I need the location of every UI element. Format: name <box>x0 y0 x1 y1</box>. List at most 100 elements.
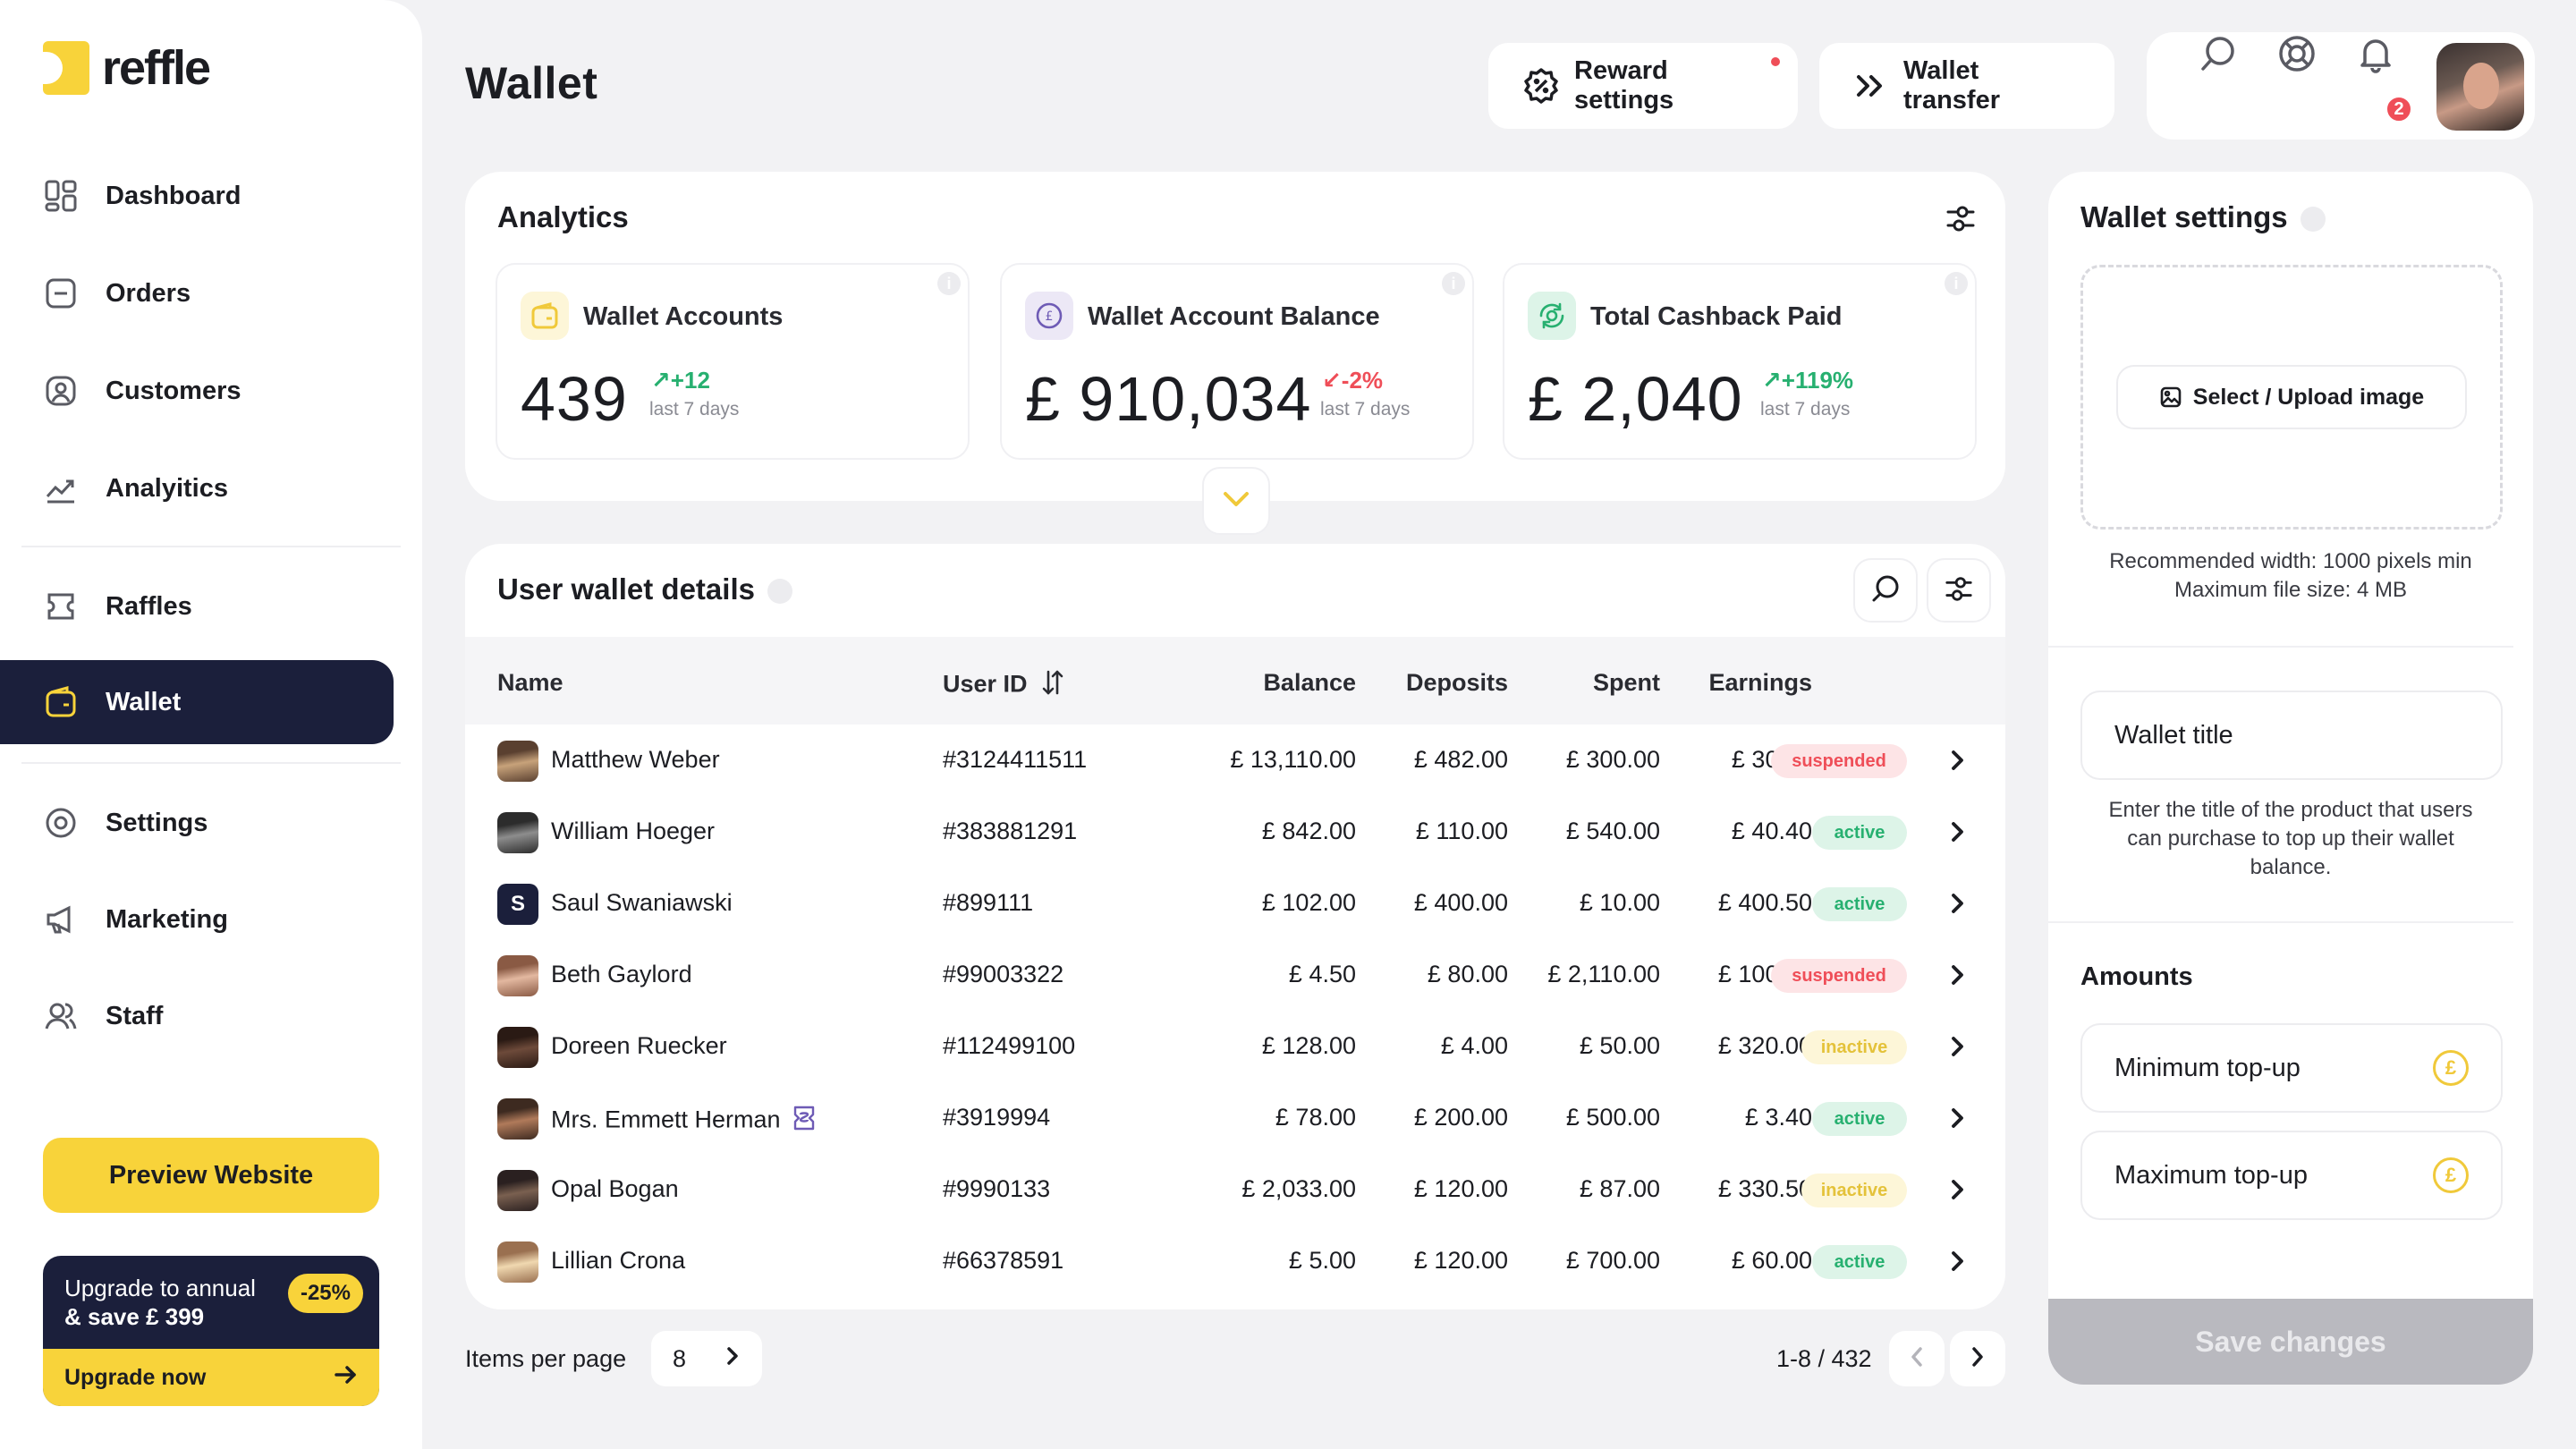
stat-label: Total Cashback Paid <box>1590 302 1843 331</box>
wallet-settings-title: Wallet settings <box>2080 200 2326 234</box>
column-earnings[interactable]: Earnings <box>1708 669 1812 696</box>
table-row[interactable]: Mrs. Emmett Herman #3919994 £ 78.00 £ 20… <box>465 1082 2005 1154</box>
stat-period: last 7 days <box>649 399 740 419</box>
chevron-right-icon[interactable] <box>1943 961 1971 989</box>
sidebar-item-orders[interactable]: Orders <box>21 251 394 335</box>
user-name: Opal Bogan <box>551 1175 679 1202</box>
analytics-card <box>465 172 2005 501</box>
upload-requirements: Recommended width: 1000 pixels min Maxim… <box>2057 547 2524 605</box>
table-filter-button[interactable] <box>1927 558 1991 623</box>
cell-balance: £ 13,110.00 <box>1230 746 1356 773</box>
chevron-right-icon[interactable] <box>1943 1032 1971 1061</box>
sidebar-item-dashboard[interactable]: Dashboard <box>21 154 394 238</box>
search-icon[interactable] <box>2197 32 2240 75</box>
table-row[interactable]: Opal Bogan #9990133 £ 2,033.00 £ 120.00 … <box>465 1154 2005 1225</box>
cell-name: William Hoeger <box>551 818 715 845</box>
cell-deposits: £ 120.00 <box>1413 1247 1508 1274</box>
wallet-transfer-button[interactable]: Wallet transfer <box>1819 43 2114 129</box>
table-row[interactable]: William Hoeger #383881291 £ 842.00 £ 110… <box>465 796 2005 868</box>
upload-image-button[interactable]: Select / Upload image <box>2116 365 2467 429</box>
sidebar-item-settings[interactable]: Settings <box>21 781 394 865</box>
upgrade-now-button[interactable]: Upgrade now <box>43 1349 379 1406</box>
sidebar-item-label: Settings <box>106 808 208 837</box>
chevron-right-icon[interactable] <box>1943 1104 1971 1132</box>
customers-icon <box>43 373 79 409</box>
cell-user-id: #383881291 <box>943 818 1078 844</box>
info-icon[interactable] <box>2300 207 2326 233</box>
sidebar-item-raffles[interactable]: Raffles <box>21 564 394 648</box>
user-avatar[interactable] <box>2436 43 2524 131</box>
brand-logo[interactable]: reffle <box>43 41 211 95</box>
panel-divider <box>2048 921 2513 923</box>
column-user-id[interactable]: User ID <box>943 669 1064 702</box>
stat-label: Wallet Account Balance <box>1088 302 1380 331</box>
avatar-initial: S <box>510 892 525 916</box>
expand-analytics-button[interactable] <box>1202 467 1270 535</box>
sidebar-item-analytics[interactable]: Analyitics <box>21 446 394 530</box>
stat-value: £ 910,034 <box>1025 364 1312 434</box>
save-changes-button[interactable]: Save changes <box>2048 1299 2533 1385</box>
sidebar-item-marketing[interactable]: Marketing <box>21 877 394 962</box>
filter-sliders-icon[interactable] <box>1943 200 1979 236</box>
chevron-right-icon[interactable] <box>1943 746 1971 775</box>
bell-icon[interactable] <box>2354 32 2397 75</box>
table-row[interactable]: Matthew Weber #3124411511 £ 13,110.00 £ … <box>465 724 2005 796</box>
items-per-page-select[interactable]: 8 <box>651 1331 762 1386</box>
cell-balance: £ 842.00 <box>1261 818 1356 844</box>
user-wallet-title-text: User wallet details <box>497 572 755 606</box>
stat-delta-value: +12 <box>670 367 710 394</box>
upgrade-now-label: Upgrade now <box>64 1364 207 1390</box>
table-row[interactable]: Doreen Ruecker #112499100 £ 128.00 £ 4.0… <box>465 1011 2005 1082</box>
stat-total-cashback: Total Cashback Paid i £ 2,040 ↗+119% las… <box>1503 263 1977 460</box>
pagination-range: 1-8 / 432 <box>1776 1345 1872 1372</box>
reward-settings-button[interactable]: Reward settings <box>1488 43 1798 129</box>
orders-icon <box>43 275 79 311</box>
minimum-topup-field[interactable]: Minimum top-up £ <box>2080 1023 2503 1113</box>
table-row[interactable]: Beth Gaylord #99003322 £ 4.50 £ 80.00 £ … <box>465 939 2005 1011</box>
prev-page-button[interactable] <box>1889 1331 1945 1386</box>
table-header: Name User ID Balance Deposits Spent Earn… <box>465 637 2005 724</box>
cell-balance: £ 78.00 <box>1275 1104 1356 1131</box>
cell-earnings: £ 3.40 <box>1744 1104 1812 1131</box>
sidebar-item-label: Orders <box>106 278 191 308</box>
info-icon[interactable]: i <box>1442 272 1465 295</box>
cell-user-id: #99003322 <box>943 961 1064 987</box>
next-page-button[interactable] <box>1950 1331 2005 1386</box>
sidebar-item-staff[interactable]: Staff <box>21 974 394 1058</box>
info-icon[interactable]: i <box>1945 272 1968 295</box>
cell-spent: £ 700.00 <box>1565 1247 1660 1274</box>
table-row[interactable]: S Saul Swaniawski #899111 £ 102.00 £ 400… <box>465 868 2005 939</box>
status-badge: inactive <box>1801 1030 1907 1064</box>
cell-name: Lillian Crona <box>551 1247 685 1275</box>
upgrade-card: Upgrade to annual & save £ 399 -25% Upgr… <box>43 1256 379 1406</box>
table-search-button[interactable] <box>1853 558 1918 623</box>
status-badge: suspended <box>1771 959 1907 993</box>
chevron-right-icon[interactable] <box>1943 818 1971 846</box>
chevron-right-icon[interactable] <box>1943 1247 1971 1275</box>
maximum-topup-field[interactable]: Maximum top-up £ <box>2080 1131 2503 1220</box>
dashboard-icon <box>43 178 79 214</box>
wallet-title-field[interactable]: Wallet title <box>2080 691 2503 780</box>
column-balance[interactable]: Balance <box>1263 669 1356 696</box>
chevron-right-icon[interactable] <box>1943 1175 1971 1204</box>
stat-value: £ 2,040 <box>1528 364 1743 434</box>
info-icon[interactable]: i <box>937 272 961 295</box>
image-dropzone[interactable] <box>2080 265 2503 530</box>
help-lifebuoy-icon[interactable] <box>2275 32 2318 75</box>
chevron-right-icon[interactable] <box>1943 889 1971 918</box>
column-deposits[interactable]: Deposits <box>1405 669 1508 696</box>
cell-spent: £ 2,110.00 <box>1547 961 1660 987</box>
table-row[interactable]: Lillian Crona #66378591 £ 5.00 £ 120.00 … <box>465 1225 2005 1297</box>
info-icon[interactable] <box>767 579 792 605</box>
cashback-cycle-icon <box>1528 292 1576 340</box>
column-name[interactable]: Name <box>497 669 564 696</box>
preview-website-button[interactable]: Preview Website <box>43 1138 379 1213</box>
sidebar-item-customers[interactable]: Customers <box>21 349 394 433</box>
sidebar-item-wallet[interactable]: Wallet <box>0 660 394 744</box>
upgrade-line-1: Upgrade to annual <box>64 1275 256 1301</box>
user-name: Lillian Crona <box>551 1247 686 1274</box>
search-icon <box>1870 573 1901 608</box>
column-spent[interactable]: Spent <box>1592 669 1660 696</box>
pound-icon: £ <box>2433 1050 2469 1086</box>
wallet-icon <box>43 684 79 720</box>
